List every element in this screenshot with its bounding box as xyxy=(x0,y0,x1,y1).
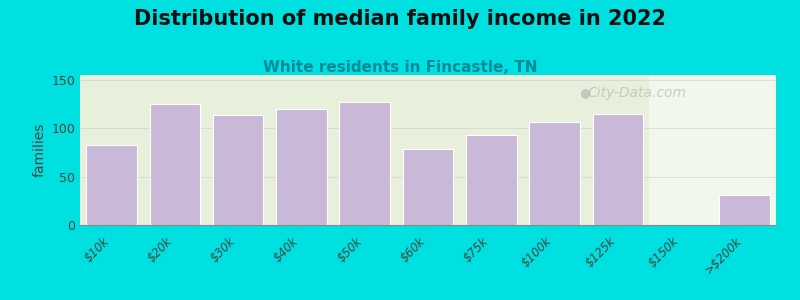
Bar xyxy=(593,114,643,225)
Bar xyxy=(466,135,517,225)
Bar xyxy=(402,148,454,225)
Text: Distribution of median family income in 2022: Distribution of median family income in … xyxy=(134,9,666,29)
Text: White residents in Fincastle, TN: White residents in Fincastle, TN xyxy=(262,60,538,75)
Text: ●: ● xyxy=(579,86,590,100)
Bar xyxy=(150,104,200,225)
Bar xyxy=(213,115,263,225)
Bar xyxy=(86,145,137,225)
Text: City-Data.com: City-Data.com xyxy=(587,86,686,100)
Y-axis label: families: families xyxy=(33,123,47,177)
Bar xyxy=(339,102,390,225)
Bar xyxy=(276,109,326,225)
Bar xyxy=(719,195,770,225)
Bar xyxy=(650,75,776,225)
Bar xyxy=(530,122,580,225)
